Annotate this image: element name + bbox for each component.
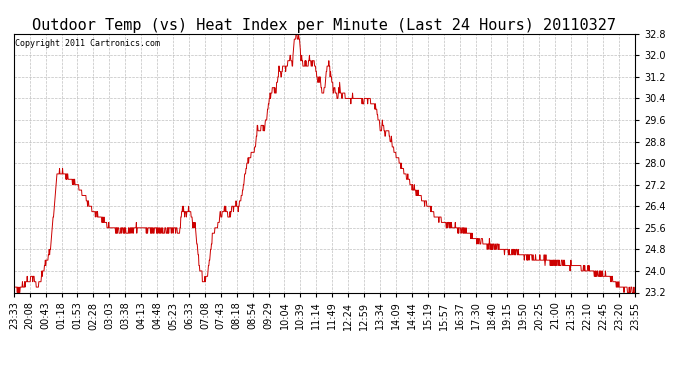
Title: Outdoor Temp (vs) Heat Index per Minute (Last 24 Hours) 20110327: Outdoor Temp (vs) Heat Index per Minute … [32, 18, 616, 33]
Text: Copyright 2011 Cartronics.com: Copyright 2011 Cartronics.com [15, 39, 160, 48]
